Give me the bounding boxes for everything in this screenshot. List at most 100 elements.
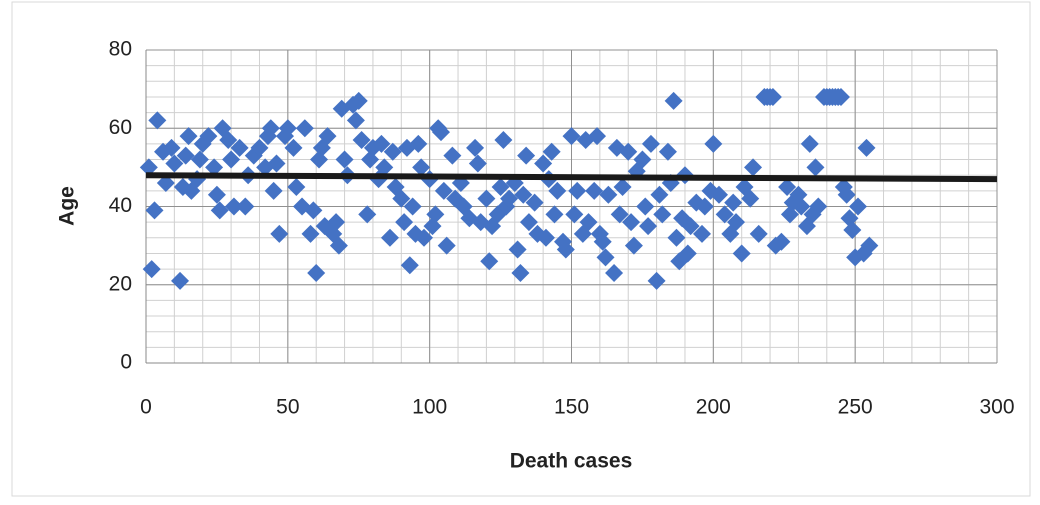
point <box>724 193 743 212</box>
x-tick-label: 0 <box>140 396 152 419</box>
point <box>437 236 456 255</box>
point <box>372 134 391 153</box>
point <box>270 224 289 243</box>
point <box>349 91 368 110</box>
point <box>565 205 584 224</box>
y-tick-label: 80 <box>109 38 132 61</box>
point <box>142 260 161 279</box>
point <box>727 213 746 232</box>
point <box>250 138 269 157</box>
point <box>145 201 164 220</box>
point <box>162 138 181 157</box>
point <box>468 154 487 173</box>
point <box>171 271 190 290</box>
point <box>542 142 561 161</box>
x-tick-label: 150 <box>554 396 589 419</box>
point <box>403 197 422 216</box>
point <box>230 138 249 157</box>
y-axis-title: Age <box>56 186 79 226</box>
point <box>409 134 428 153</box>
point <box>653 205 672 224</box>
point <box>857 138 876 157</box>
point <box>778 177 797 196</box>
point <box>593 232 612 251</box>
point <box>287 177 306 196</box>
point <box>610 205 629 224</box>
point <box>392 189 411 208</box>
point <box>514 185 533 204</box>
point <box>545 205 564 224</box>
point <box>639 217 658 236</box>
point <box>622 213 641 232</box>
point <box>658 142 677 161</box>
point <box>494 130 513 149</box>
point <box>148 111 167 130</box>
point <box>837 185 856 204</box>
point <box>412 158 431 177</box>
x-tick-label: 250 <box>838 396 873 419</box>
point <box>207 185 226 204</box>
y-tick-label: 20 <box>109 272 132 295</box>
point <box>613 177 632 196</box>
point <box>375 158 394 177</box>
point <box>267 154 286 173</box>
point <box>588 127 607 146</box>
point <box>667 228 686 247</box>
x-tick-label: 50 <box>276 396 299 419</box>
point <box>414 228 433 247</box>
point <box>224 197 243 216</box>
point <box>800 134 819 153</box>
point <box>579 213 598 232</box>
point <box>695 197 714 216</box>
point <box>681 217 700 236</box>
point <box>664 91 683 110</box>
x-tick-label: 200 <box>696 396 731 419</box>
y-tick-label: 0 <box>120 351 132 374</box>
point <box>358 205 377 224</box>
point <box>692 224 711 243</box>
point <box>236 197 255 216</box>
point <box>222 150 241 169</box>
point <box>619 142 638 161</box>
point <box>508 240 527 259</box>
point <box>605 264 624 283</box>
point <box>678 244 697 263</box>
point <box>426 205 445 224</box>
point <box>301 224 320 243</box>
point <box>562 127 581 146</box>
point <box>400 256 419 275</box>
chart-border <box>11 1 1031 497</box>
point <box>466 138 485 157</box>
point <box>568 181 587 200</box>
point <box>744 158 763 177</box>
point <box>156 174 175 193</box>
point <box>517 146 536 165</box>
point <box>519 213 538 232</box>
point <box>329 236 348 255</box>
point <box>741 189 760 208</box>
point <box>335 150 354 169</box>
point <box>806 158 825 177</box>
x-tick-label: 300 <box>979 396 1014 419</box>
point <box>704 134 723 153</box>
point <box>556 240 575 259</box>
x-tick-label: 100 <box>412 396 447 419</box>
point <box>395 213 414 232</box>
point <box>307 264 326 283</box>
point <box>284 138 303 157</box>
point <box>534 154 553 173</box>
point <box>843 220 862 239</box>
y-tick-label: 40 <box>109 194 132 217</box>
point <box>477 189 496 208</box>
point <box>647 271 666 290</box>
point <box>831 87 850 106</box>
point <box>346 111 365 130</box>
point <box>443 146 462 165</box>
x-axis-title: Death cases <box>510 450 633 473</box>
point <box>849 197 868 216</box>
point <box>304 201 323 220</box>
point <box>278 119 297 138</box>
point <box>710 185 729 204</box>
point <box>434 181 453 200</box>
